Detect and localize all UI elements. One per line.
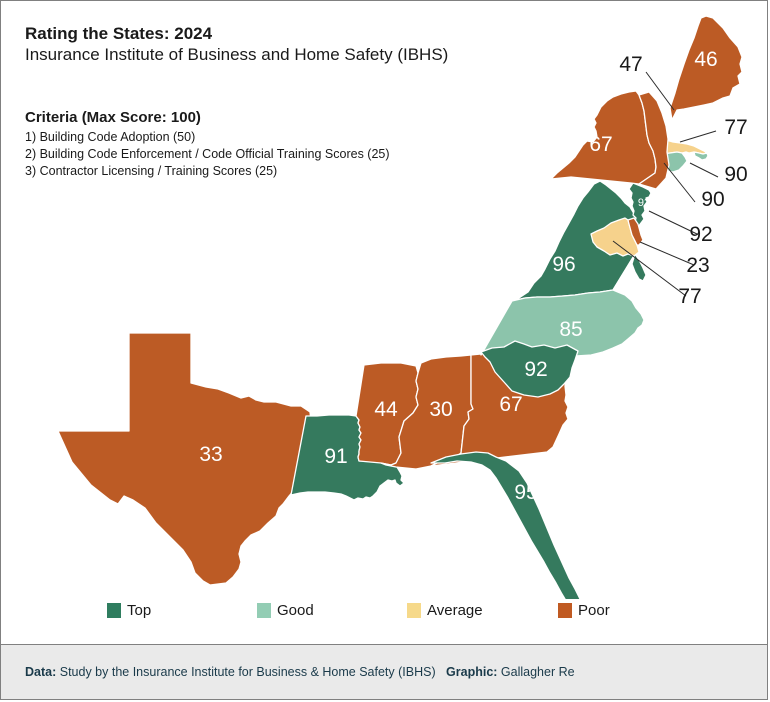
svg-text:96: 96 [552,253,575,276]
svg-text:90: 90 [724,163,747,186]
svg-text:44: 44 [374,398,398,421]
svg-text:92: 92 [689,223,712,246]
svg-text:91: 91 [324,445,347,468]
svg-text:92: 92 [638,197,650,209]
svg-text:67: 67 [499,393,522,416]
svg-text:85: 85 [559,318,582,341]
svg-text:90: 90 [701,188,724,211]
svg-text:23: 23 [686,254,709,277]
svg-text:92: 92 [524,358,547,381]
svg-text:77: 77 [678,285,701,308]
svg-text:77: 77 [724,116,747,139]
svg-text:47: 47 [619,53,642,76]
svg-text:95: 95 [514,481,537,504]
svg-text:33: 33 [199,443,222,466]
svg-text:67: 67 [589,133,612,156]
svg-text:46: 46 [694,48,717,71]
svg-text:30: 30 [429,398,452,421]
